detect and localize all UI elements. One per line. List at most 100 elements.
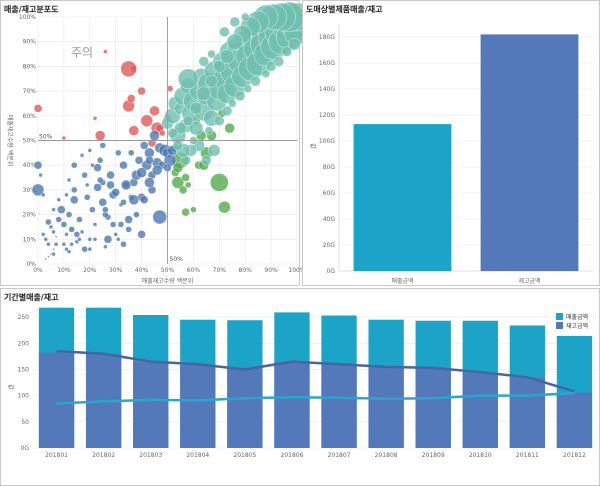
y-axis-label: 값 (7, 384, 15, 390)
scatter-point-teal (213, 60, 226, 73)
scatter-point-teal (178, 68, 199, 89)
y-axis-label: 매출재고수량 백분위 (6, 115, 14, 167)
y-tick-label: 80% (23, 63, 37, 70)
x-tick-label: 50% (161, 267, 175, 274)
scatter-point-blue (68, 226, 75, 233)
bar-inventory (321, 364, 357, 448)
y-tick-label: 30% (23, 187, 37, 194)
scatter-point-red (149, 105, 160, 117)
scatter-point-blue (52, 247, 55, 251)
y-tick-label: 20% (23, 212, 37, 219)
x-tick-label: 매출금액 (391, 277, 413, 285)
scatter-point-teal (240, 12, 250, 22)
x-tick-label: 80% (239, 267, 253, 274)
scatter-point-green (224, 122, 235, 134)
y-tick-label: 100 (18, 393, 30, 400)
scatter-point-blue (81, 245, 88, 253)
scatter-point-blue (47, 255, 50, 258)
scatter-point-blue (64, 246, 69, 252)
scatter-point-teal (250, 76, 261, 87)
scatter-point-blue (73, 231, 81, 238)
scatter-point-blue (120, 179, 132, 191)
y-tick-label: 90% (23, 39, 37, 46)
scatter-point-blue (92, 237, 98, 242)
bar-inventory (556, 392, 593, 448)
bar-2 (480, 34, 579, 272)
scatter-point-blue (125, 226, 132, 233)
x-tick-label: 30% (109, 267, 123, 274)
scatter-point-blue (87, 237, 93, 242)
scatter-point-blue (51, 207, 56, 212)
scatter-point-teal (228, 99, 237, 108)
scatter-point-blue (113, 232, 118, 237)
scatter-point-green (181, 173, 190, 182)
scatter-point-teal (221, 105, 233, 117)
y-tick-label: 200 (18, 340, 30, 347)
y-tick-label: 100G (319, 138, 335, 145)
scatter-point-blue (115, 149, 122, 157)
y-tick-label: 160G (319, 60, 335, 67)
scatter-point-blue (60, 221, 68, 228)
scatter-point-blue (133, 211, 140, 218)
scatter-point-blue (69, 242, 74, 247)
scatter-point-blue (87, 148, 93, 153)
scatter-point-green (171, 176, 185, 189)
scatter-point-blue (93, 163, 102, 172)
combo-chart: 0G 50 100 150 200 250 값 201801 201802 201803 20180… (7, 307, 598, 459)
scatter-point-blue (51, 229, 56, 235)
scatter-point-teal (189, 102, 203, 115)
scatter-point-blue (31, 183, 45, 197)
y-tick-label: 250 (18, 314, 30, 321)
x-tick-label: 201808 (375, 452, 398, 459)
x-tick-label: 201801 (45, 452, 68, 459)
y-tick-label: 50 (21, 419, 29, 426)
x-tick-label: 90% (264, 267, 278, 274)
scatter-point-green (185, 181, 192, 189)
scatter-point-teal (201, 155, 212, 166)
scatter-point-teal (198, 56, 209, 67)
y-tick-label: 80G (323, 164, 336, 171)
scatter-point-red (33, 104, 43, 113)
y-tick-label: 120G (319, 112, 335, 119)
scatter-point-blue (43, 237, 48, 242)
scatter-point-blue (93, 183, 102, 192)
scatter-point-red (137, 86, 146, 96)
x-tick-label: 201807 (328, 452, 351, 459)
scatter-point-blue (71, 186, 78, 194)
scatter-point-blue (56, 197, 61, 202)
scatter-point-blue (128, 194, 140, 205)
scatter-point-blue (116, 237, 121, 242)
scatter-point-blue (117, 221, 125, 228)
y-tick-label: 0G (327, 268, 336, 275)
x-tick-label: 201811 (516, 452, 539, 459)
y-tick-label: 60G (323, 190, 336, 197)
bar-inventory (133, 361, 169, 448)
scatter-point-blue (53, 242, 59, 247)
scatter-point-green (218, 200, 231, 214)
x-tick-label: 201812 (563, 452, 586, 459)
y-tick-label: 20G (323, 242, 336, 249)
y-tick-label: 100% (19, 14, 36, 21)
x-tick-label: 60% (187, 267, 201, 274)
legend-swatch (556, 322, 563, 329)
y-axis-label: 값 (309, 143, 317, 149)
trend-line-sales_line (56, 391, 575, 405)
scatter-point-teal (265, 61, 277, 72)
scatter-point-blue (96, 157, 104, 164)
y-tick-label: 0% (26, 261, 36, 268)
scatter-point-blue (48, 224, 54, 230)
scatter-point-blue (77, 237, 82, 242)
scatter-point-blue (96, 176, 104, 184)
scatter-title: 매출/재고분포도 (4, 5, 59, 14)
scatter-point-red (61, 135, 67, 141)
reference-label-x: 50% (170, 256, 184, 263)
legend-label: 재고금액 (566, 322, 588, 330)
scatter-point-blue (87, 246, 93, 252)
x-tick-label: 재고금액 (518, 277, 540, 285)
scatter-point-red (120, 60, 137, 78)
y-tick-label: 50% (23, 138, 37, 145)
scatter-point-teal (167, 127, 178, 139)
scatter-point-blue (40, 232, 46, 237)
scatter-point-blue (128, 149, 135, 157)
scatter-point-blue (64, 232, 69, 237)
